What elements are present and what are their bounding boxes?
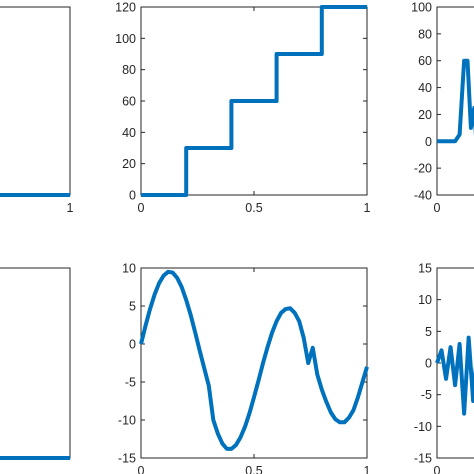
- series-line: [0, 456, 70, 460]
- y-tick-label: 0: [425, 135, 432, 149]
- y-tick-label: 5: [129, 300, 136, 314]
- y-tick-label: 80: [122, 63, 136, 77]
- y-tick-label: 10: [418, 293, 432, 307]
- series-line: [437, 58, 474, 144]
- y-tick-label: -15: [414, 452, 432, 466]
- y-tick-label: 40: [418, 81, 432, 95]
- y-tick-label: 20: [122, 157, 136, 171]
- panel-bottom-center: -15 -10 -5 0 5 10 0 0.5 1: [118, 262, 371, 474]
- x-tick-label: 0: [434, 464, 441, 474]
- series-line: [139, 269, 369, 451]
- y-tick-label: 0: [129, 338, 136, 352]
- axes-box: [436, 6, 474, 196]
- axes-box: [140, 267, 368, 459]
- axes-box: [0, 6, 71, 196]
- y-tick-label: 60: [418, 54, 432, 68]
- panel-top-center: 0 20 40 60 80 100 120 0 0.5 1: [115, 1, 370, 216]
- y-tick-label: 60: [122, 95, 136, 109]
- y-tick-label: -15: [118, 452, 136, 466]
- series-line: [435, 335, 474, 416]
- y-tick-label: -5: [125, 376, 136, 390]
- y-tick-label: 15: [418, 262, 432, 276]
- panel-bottom-left: [0, 267, 71, 460]
- y-tick-label: 40: [122, 126, 136, 140]
- y-tick-label: -10: [118, 414, 136, 428]
- y-tick-label: 100: [115, 32, 136, 46]
- y-tick-label: 5: [425, 325, 432, 339]
- panel-top-left: 1: [0, 6, 74, 215]
- axes-box: [0, 267, 71, 459]
- x-tick-label: 1: [364, 464, 371, 474]
- y-tick-label: -40: [414, 189, 432, 203]
- y-tick-label: 100: [411, 1, 432, 15]
- x-tick-label: 0: [138, 201, 145, 215]
- y-tick-label: 120: [115, 1, 136, 15]
- y-tick-label: 0: [129, 189, 136, 203]
- series-line: [0, 193, 70, 197]
- y-tick-label: 10: [122, 262, 136, 276]
- x-tick-label: 0.5: [245, 201, 262, 215]
- panel-bottom-right: -15 -10 -5 0 5 10 15 0: [414, 262, 474, 474]
- x-tick-label: 1: [364, 201, 371, 215]
- x-tick-label: 1: [67, 201, 74, 215]
- y-tick-label: -10: [414, 420, 432, 434]
- x-tick-label: 0: [138, 464, 145, 474]
- y-tick-label: 0: [425, 357, 432, 371]
- panel-top-right: -40 -20 0 20 40 60 80 100 0: [411, 1, 474, 215]
- x-tick-label: 0: [434, 201, 441, 215]
- series-line: [141, 5, 367, 197]
- y-tick-label: -20: [414, 162, 432, 176]
- y-tick-label: 20: [418, 108, 432, 122]
- x-tick-label: 0.5: [245, 464, 262, 474]
- y-tick-label: -5: [421, 388, 432, 402]
- y-tick-label: 80: [418, 27, 432, 41]
